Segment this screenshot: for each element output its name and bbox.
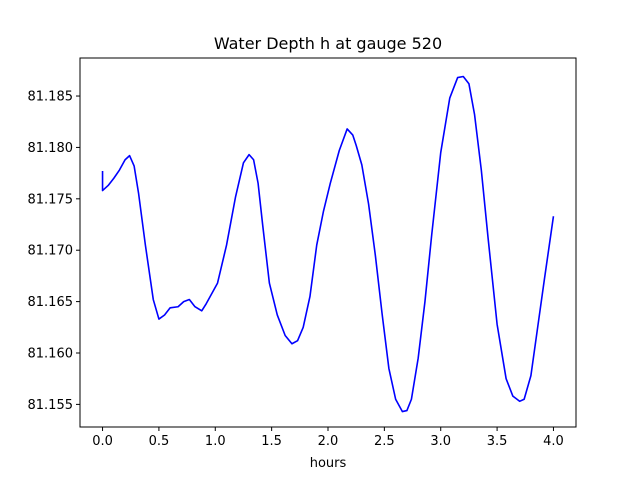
series-line-0 [101, 75, 555, 413]
x-tick-label: 0.0 [92, 434, 113, 449]
y-tick-label: 81.180 [28, 141, 74, 156]
y-tick-label: 81.175 [28, 192, 74, 207]
x-tick-label: 1.0 [205, 434, 226, 449]
y-axis: 81.155 81.160 81.165 81.170 81.175 81.180 81.1… [28, 90, 80, 413]
x-tick-label: 4.0 [543, 434, 564, 449]
x-tick-label: 2.5 [374, 434, 395, 449]
y-tick-label: 81.185 [28, 90, 74, 105]
series-layer [101, 75, 555, 413]
y-tick-label: 81.155 [28, 398, 74, 413]
x-tick-label: 1.5 [261, 434, 282, 449]
x-axis: 0.0 0.5 1.0 1.5 2.0 2.5 3.0 3.5 4.0 [92, 427, 564, 449]
chart-title: Water Depth h at gauge 520 [214, 34, 442, 53]
x-tick-label: 2.0 [318, 434, 339, 449]
x-tick-label: 3.0 [430, 434, 451, 449]
x-axis-label: hours [310, 456, 347, 471]
plot-area [80, 58, 576, 427]
y-tick-label: 81.170 [28, 244, 74, 259]
y-tick-label: 81.165 [28, 295, 74, 310]
x-tick-label: 0.5 [149, 434, 170, 449]
x-tick-label: 3.5 [487, 434, 508, 449]
y-tick-label: 81.160 [28, 346, 74, 361]
